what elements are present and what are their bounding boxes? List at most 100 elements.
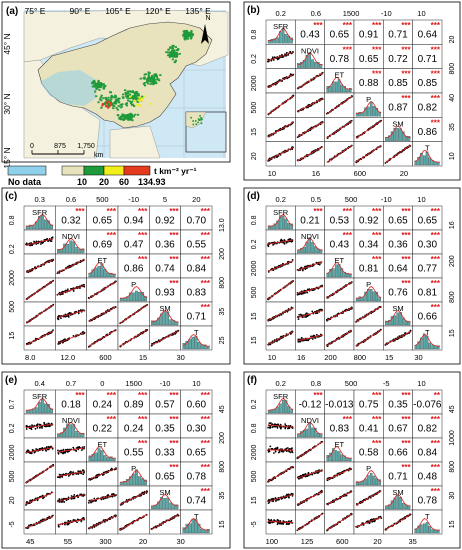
erosion-cell bbox=[133, 96, 136, 98]
erosion-cell bbox=[100, 106, 103, 109]
scatter-point bbox=[72, 518, 75, 521]
scatter-point bbox=[77, 473, 80, 475]
axis-bottom-tick: 300 bbox=[99, 537, 112, 546]
scatter-point bbox=[90, 501, 92, 504]
map-lon-tick: 135° E bbox=[185, 6, 211, 16]
histogram-bar bbox=[284, 34, 288, 44]
histogram-bar bbox=[273, 223, 276, 230]
axis-left-tick: 15 bbox=[251, 128, 258, 136]
fit-line bbox=[57, 332, 85, 344]
variable-label: SFR bbox=[32, 392, 48, 401]
erosion-cell bbox=[149, 78, 152, 81]
erosion-cell bbox=[154, 81, 157, 83]
scale-tick-label: 1,750 bbox=[77, 143, 95, 150]
histogram-bar bbox=[396, 128, 399, 141]
erosion-cell bbox=[101, 104, 104, 107]
significance-stars: *** bbox=[431, 118, 441, 127]
erosion-cell bbox=[98, 98, 102, 101]
matrix-cell bbox=[412, 44, 443, 69]
axis-top-tick: -10 bbox=[381, 195, 392, 204]
histogram-bar bbox=[206, 346, 210, 350]
fit-line bbox=[267, 121, 294, 138]
variable-label: SM bbox=[159, 304, 170, 313]
erosion-cell bbox=[104, 96, 107, 99]
histogram-bar bbox=[281, 215, 285, 230]
histogram-bar bbox=[75, 430, 79, 438]
axis-bottom-tick: 35 bbox=[408, 537, 416, 546]
erosion-cell bbox=[129, 95, 132, 98]
matrix-cell bbox=[180, 253, 213, 279]
axis-bottom-tick: 30 bbox=[414, 353, 422, 362]
erosion-cell bbox=[185, 29, 188, 32]
correlation-value: 0.84 bbox=[418, 447, 438, 458]
axis-top-tick: 0.5 bbox=[311, 195, 321, 204]
scatter-point bbox=[70, 495, 73, 497]
variable-label: P bbox=[366, 280, 371, 289]
axis-top-tick: 0.7 bbox=[66, 379, 76, 388]
significance-stars: *** bbox=[372, 21, 382, 30]
correlation-value: 0.71 bbox=[187, 311, 207, 322]
axis-right-tick: 35 bbox=[449, 123, 456, 131]
erosion-cell bbox=[175, 51, 178, 54]
correlation-value: 0.74 bbox=[187, 495, 207, 506]
erosion-cell bbox=[175, 55, 179, 57]
significance-stars: *** bbox=[75, 207, 85, 216]
erosion-cell bbox=[157, 78, 160, 81]
histogram-bar bbox=[428, 342, 432, 350]
scatter-point bbox=[52, 329, 54, 332]
erosion-cell bbox=[125, 104, 129, 107]
correlation-value: 0.66 bbox=[388, 447, 408, 458]
histogram-bar bbox=[267, 410, 271, 414]
matrix-cell bbox=[117, 205, 150, 231]
histogram-bar bbox=[31, 225, 35, 230]
erosion-cell bbox=[102, 86, 106, 89]
erosion-cell bbox=[96, 83, 99, 86]
axis-top-tick: 0 bbox=[100, 379, 104, 388]
scatter-point bbox=[300, 266, 303, 269]
histogram-bar bbox=[103, 455, 107, 462]
scatter-point bbox=[274, 450, 277, 453]
axis-top-tick: 5 bbox=[163, 195, 167, 204]
erosion-cell bbox=[150, 76, 153, 79]
scatter-point bbox=[94, 500, 97, 502]
erosion-cell bbox=[171, 46, 174, 49]
variable-label: SM bbox=[392, 304, 403, 313]
erosion-cell bbox=[106, 98, 109, 101]
erosion-cell bbox=[190, 36, 193, 38]
erosion-cell bbox=[129, 102, 133, 105]
erosion-cell bbox=[91, 81, 94, 83]
legend-label: 20 bbox=[99, 177, 109, 187]
erosion-cell bbox=[150, 75, 154, 78]
scatter-point bbox=[111, 493, 114, 496]
scatter-point bbox=[41, 427, 44, 429]
histogram-bar bbox=[414, 160, 418, 166]
scatter-point bbox=[80, 472, 83, 475]
significance-stars: *** bbox=[401, 94, 411, 103]
axis-bottom-tick: 600 bbox=[354, 169, 367, 178]
erosion-cell bbox=[114, 99, 118, 102]
matrix-cell bbox=[353, 19, 384, 45]
axis-right-tick: 800 bbox=[449, 291, 456, 303]
histogram-bar bbox=[287, 223, 291, 230]
erosion-cell bbox=[190, 30, 193, 32]
histogram-bar bbox=[326, 455, 330, 462]
axis-right-tick: 25 bbox=[219, 336, 226, 344]
fit-line bbox=[88, 281, 117, 299]
histogram-bar bbox=[94, 267, 98, 278]
correlation-value: 0.83 bbox=[330, 423, 350, 434]
histogram-bar bbox=[332, 81, 335, 93]
histogram-bar bbox=[349, 88, 352, 93]
histogram-bar bbox=[78, 433, 82, 438]
significance-stars: *** bbox=[431, 45, 441, 54]
erosion-cell bbox=[194, 120, 197, 122]
erosion-cell bbox=[109, 91, 112, 93]
erosion-cell bbox=[121, 113, 124, 116]
fit-line bbox=[25, 330, 54, 346]
scatter-point bbox=[64, 523, 66, 526]
erosion-cell bbox=[153, 73, 156, 76]
erosion-cell bbox=[159, 74, 162, 77]
histogram-bar bbox=[182, 343, 186, 350]
histogram-bar bbox=[290, 223, 293, 230]
erosion-cell bbox=[186, 37, 190, 40]
